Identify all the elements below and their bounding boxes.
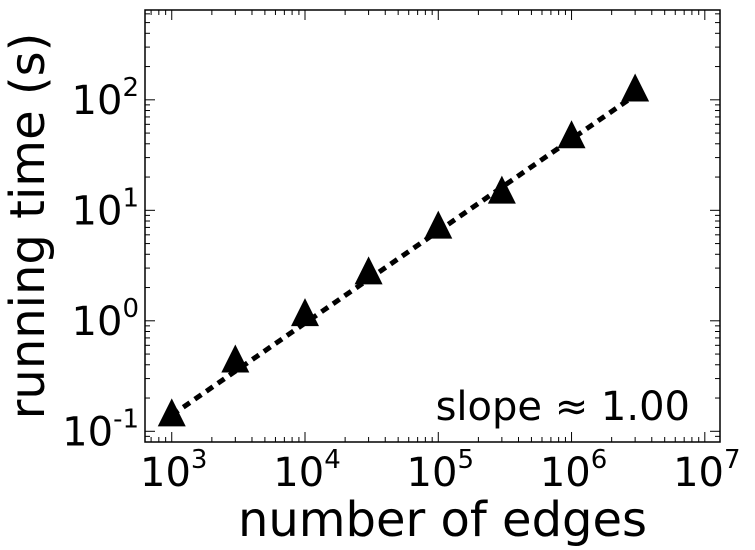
fit-line [170, 93, 637, 418]
data-point-triangle [487, 175, 516, 204]
data-point-triangle [221, 344, 250, 373]
x-tick-label: 103 [140, 445, 207, 496]
x-tick-label: 104 [273, 445, 340, 496]
slope-annotation: slope ≈ 1.00 [436, 384, 690, 430]
data-point-triangle [557, 120, 586, 149]
x-axis-label: number of edges [238, 492, 647, 548]
y-axis-label: running time (s) [0, 33, 56, 420]
y-tick-label: 102 [72, 73, 139, 124]
x-tick-label: 107 [673, 445, 740, 496]
data-point-triangle [157, 398, 186, 427]
x-tick-label: 106 [540, 445, 607, 496]
markers-group [157, 73, 650, 427]
fit-line-group [170, 93, 637, 418]
x-tick-label: 105 [407, 445, 474, 496]
data-point-triangle [354, 256, 383, 285]
y-tick-label: 101 [72, 183, 139, 234]
data-point-triangle [621, 73, 650, 102]
data-point-triangle [291, 298, 320, 327]
plot-frame [144, 9, 721, 443]
tick-labels: 103 104 105 106 107 10-1 100 101 102 [62, 73, 740, 496]
data-point-triangle [424, 210, 453, 239]
y-tick-label: 100 [72, 294, 139, 345]
ticks [145, 10, 720, 443]
y-tick-label: 10-1 [62, 404, 139, 455]
